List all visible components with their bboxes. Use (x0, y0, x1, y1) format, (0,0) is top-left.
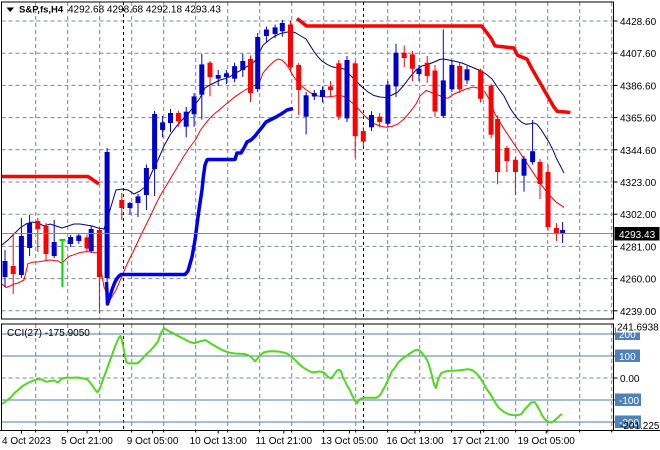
svg-text:-201.225: -201.225 (620, 421, 660, 432)
svg-text:241.6938: 241.6938 (617, 323, 659, 334)
svg-text:5 Oct 21:00: 5 Oct 21:00 (61, 436, 113, 447)
svg-text:4 Oct 2023: 4 Oct 2023 (2, 436, 51, 447)
svg-text:4293.43: 4293.43 (619, 230, 656, 241)
svg-text:-200: -200 (619, 418, 639, 429)
svg-text:9 Oct 05:00: 9 Oct 05:00 (127, 436, 179, 447)
svg-text:S&P,fs,H4: S&P,fs,H4 (19, 5, 64, 16)
svg-text:10 Oct 13:00: 10 Oct 13:00 (190, 436, 248, 447)
svg-text:16 Oct 13:00: 16 Oct 13:00 (386, 436, 444, 447)
svg-text:4323.00: 4323.00 (620, 178, 657, 189)
svg-text:0.00: 0.00 (620, 374, 640, 385)
svg-text:11 Oct 21:00: 11 Oct 21:00 (256, 436, 313, 447)
svg-text:4365.60: 4365.60 (620, 114, 657, 125)
svg-text:19 Oct 05:00: 19 Oct 05:00 (518, 436, 576, 447)
svg-text:4344.60: 4344.60 (620, 146, 657, 157)
svg-text:13 Oct 05:00: 13 Oct 05:00 (321, 436, 379, 447)
svg-text:4292.68 4298.68 4292.18 4293.4: 4292.68 4298.68 4292.18 4293.43 (68, 5, 221, 16)
svg-text:CCI(27) -175.9050: CCI(27) -175.9050 (7, 328, 90, 339)
svg-text:4386.60: 4386.60 (620, 81, 657, 92)
svg-text:4239.00: 4239.00 (620, 307, 657, 318)
svg-text:4281.00: 4281.00 (620, 242, 657, 253)
svg-text:100: 100 (619, 352, 636, 363)
svg-text:4428.60: 4428.60 (620, 17, 657, 28)
svg-text:4407.60: 4407.60 (620, 49, 657, 60)
svg-text:-100: -100 (619, 396, 639, 407)
svg-text:4260.00: 4260.00 (620, 275, 657, 286)
svg-text:4302.00: 4302.00 (620, 210, 657, 221)
svg-text:17 Oct 21:00: 17 Oct 21:00 (452, 436, 510, 447)
svg-text:200: 200 (619, 330, 636, 341)
